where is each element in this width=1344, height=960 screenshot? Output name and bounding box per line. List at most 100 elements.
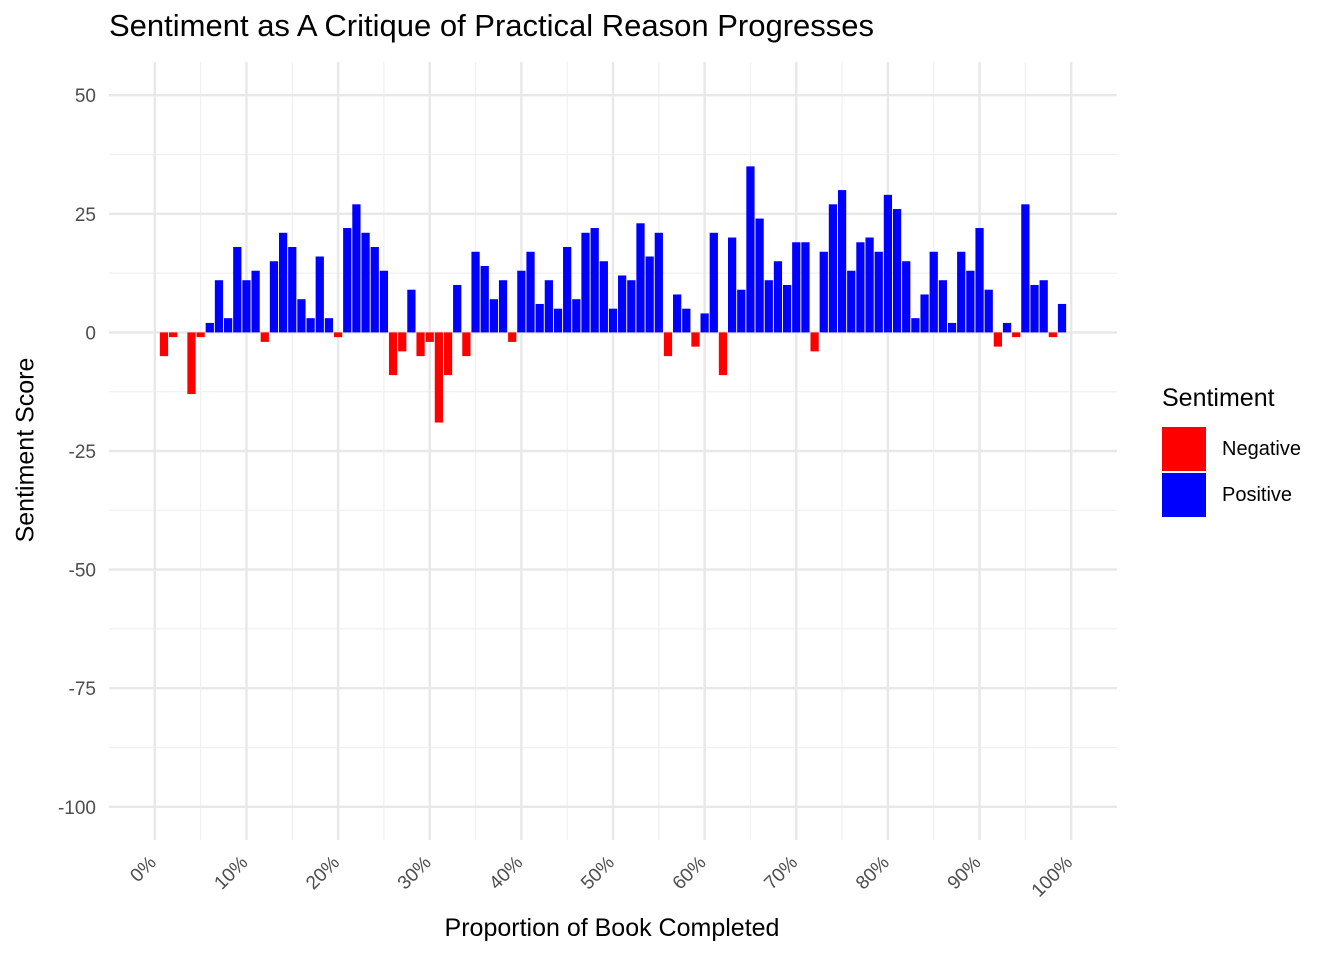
bar-negative	[333, 332, 343, 338]
x-tick-label: 20%	[302, 852, 344, 894]
bar-negative	[425, 332, 434, 342]
bar-positive	[224, 318, 233, 333]
bar-negative	[691, 332, 700, 347]
y-tick-label: 50	[75, 86, 96, 107]
bar-negative	[169, 332, 178, 338]
bar-positive	[984, 289, 993, 333]
bar-negative	[462, 332, 471, 357]
bar-positive	[801, 242, 810, 333]
bar-positive	[1002, 322, 1012, 333]
y-tick-label: -25	[69, 442, 96, 463]
bar-positive	[920, 294, 929, 333]
bar-negative	[718, 332, 728, 376]
bar-positive	[608, 308, 618, 333]
bar-positive	[453, 284, 462, 333]
bar-positive	[755, 218, 764, 333]
bar-positive	[544, 280, 553, 333]
bar-positive	[306, 318, 315, 333]
legend-title: Sentiment	[1162, 384, 1275, 412]
bar-positive	[407, 289, 416, 333]
bar-negative	[993, 332, 1002, 347]
bar-positive	[728, 237, 737, 333]
bar-positive	[379, 270, 389, 333]
bar-positive	[480, 265, 489, 333]
bar-positive	[590, 228, 599, 333]
bar-positive	[618, 275, 627, 333]
bar-positive	[233, 247, 242, 333]
y-tick-label: -75	[69, 679, 96, 700]
legend: Sentiment Negative Positive	[1162, 384, 1301, 518]
bar-positive	[563, 247, 572, 333]
y-tick-label: 0	[85, 323, 96, 344]
x-tick-label: 10%	[211, 852, 253, 894]
bar-negative	[416, 332, 425, 357]
x-tick-label: 100%	[1028, 852, 1077, 901]
bar-positive	[709, 232, 718, 333]
legend-label-negative: Negative	[1222, 437, 1301, 460]
bar-positive	[535, 303, 544, 333]
bar-negative	[508, 332, 517, 342]
legend-label-positive: Positive	[1222, 483, 1293, 506]
bar-positive	[343, 228, 352, 333]
x-tick-labels: 0% 10% 20% 30% 40% 50% 60% 70% 80% 90% 100%	[126, 852, 1077, 901]
bar-positive	[324, 318, 334, 333]
bar-negative	[398, 332, 407, 352]
bar-positive	[673, 294, 682, 333]
bar-positive	[205, 322, 214, 333]
bar-positive	[489, 299, 498, 333]
bar-positive	[636, 223, 645, 333]
chart-title: Sentiment as A Critique of Practical Rea…	[109, 8, 875, 43]
y-tick-labels: 50 25 0 -25 -50 -75 -100	[58, 86, 96, 819]
x-tick-label: 30%	[394, 852, 436, 894]
bar-positive	[792, 242, 801, 333]
bar-negative	[443, 332, 453, 376]
bar-positive	[251, 270, 260, 333]
y-tick-label: -50	[69, 561, 96, 582]
x-tick-label: 80%	[852, 852, 894, 894]
bar-positive	[1057, 303, 1067, 333]
bar-positive	[654, 232, 663, 333]
y-tick-label: -100	[58, 798, 96, 819]
bar-positive	[782, 284, 792, 333]
bar-negative	[1048, 332, 1057, 338]
x-tick-label: 50%	[577, 852, 619, 894]
bar-positive	[837, 190, 847, 333]
legend-item-negative: Negative	[1162, 426, 1301, 472]
bar-positive	[883, 194, 893, 333]
bars	[159, 166, 1067, 423]
bar-positive	[902, 261, 911, 333]
bar-negative	[187, 332, 196, 395]
bar-positive	[269, 261, 279, 333]
bar-positive	[297, 299, 306, 333]
bar-positive	[599, 261, 608, 333]
bar-positive	[847, 270, 856, 333]
bar-negative	[1012, 332, 1021, 338]
bar-positive	[352, 204, 361, 333]
bar-positive	[874, 251, 883, 333]
bar-negative	[159, 332, 169, 357]
bar-positive	[214, 280, 224, 333]
bar-positive	[773, 261, 783, 333]
x-tick-label: 60%	[669, 852, 711, 894]
bar-negative	[388, 332, 398, 376]
bar-negative	[260, 332, 269, 342]
bar-positive	[498, 280, 508, 333]
bar-positive	[764, 280, 773, 333]
bar-positive	[892, 209, 902, 333]
bar-positive	[645, 256, 654, 333]
bar-positive	[1039, 280, 1048, 333]
y-tick-label: 25	[75, 205, 96, 226]
x-tick-label: 90%	[944, 852, 986, 894]
bar-positive	[1021, 204, 1030, 333]
bar-positive	[471, 251, 480, 333]
bar-negative	[196, 332, 205, 338]
x-tick-label: 0%	[126, 852, 160, 886]
legend-item-positive: Positive	[1162, 472, 1301, 518]
x-tick-label: 40%	[486, 852, 528, 894]
bar-positive	[288, 247, 297, 333]
bar-positive	[627, 280, 636, 333]
bar-positive	[947, 322, 957, 333]
bar-positive	[1030, 284, 1039, 333]
bar-positive	[865, 237, 874, 333]
